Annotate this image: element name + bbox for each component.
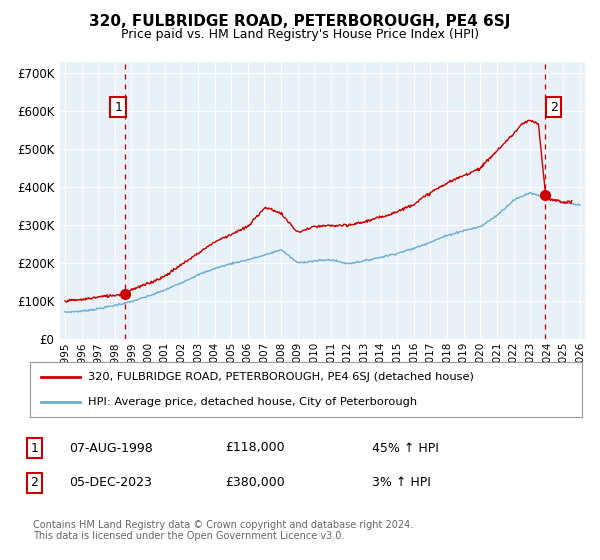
Text: 2: 2	[550, 101, 558, 114]
Text: 2: 2	[30, 476, 38, 489]
Text: £380,000: £380,000	[225, 476, 285, 489]
Text: 3% ↑ HPI: 3% ↑ HPI	[372, 476, 431, 489]
Text: £118,000: £118,000	[225, 441, 284, 455]
Text: HPI: Average price, detached house, City of Peterborough: HPI: Average price, detached house, City…	[88, 398, 417, 407]
Text: 320, FULBRIDGE ROAD, PETERBOROUGH, PE4 6SJ (detached house): 320, FULBRIDGE ROAD, PETERBOROUGH, PE4 6…	[88, 372, 474, 382]
Text: Price paid vs. HM Land Registry's House Price Index (HPI): Price paid vs. HM Land Registry's House …	[121, 28, 479, 41]
Text: 07-AUG-1998: 07-AUG-1998	[69, 441, 153, 455]
Text: 1: 1	[30, 441, 38, 455]
Text: 320, FULBRIDGE ROAD, PETERBOROUGH, PE4 6SJ: 320, FULBRIDGE ROAD, PETERBOROUGH, PE4 6…	[89, 14, 511, 29]
Text: 05-DEC-2023: 05-DEC-2023	[69, 476, 152, 489]
Text: Contains HM Land Registry data © Crown copyright and database right 2024.
This d: Contains HM Land Registry data © Crown c…	[33, 520, 413, 542]
Text: 1: 1	[114, 101, 122, 114]
Text: 45% ↑ HPI: 45% ↑ HPI	[372, 441, 439, 455]
